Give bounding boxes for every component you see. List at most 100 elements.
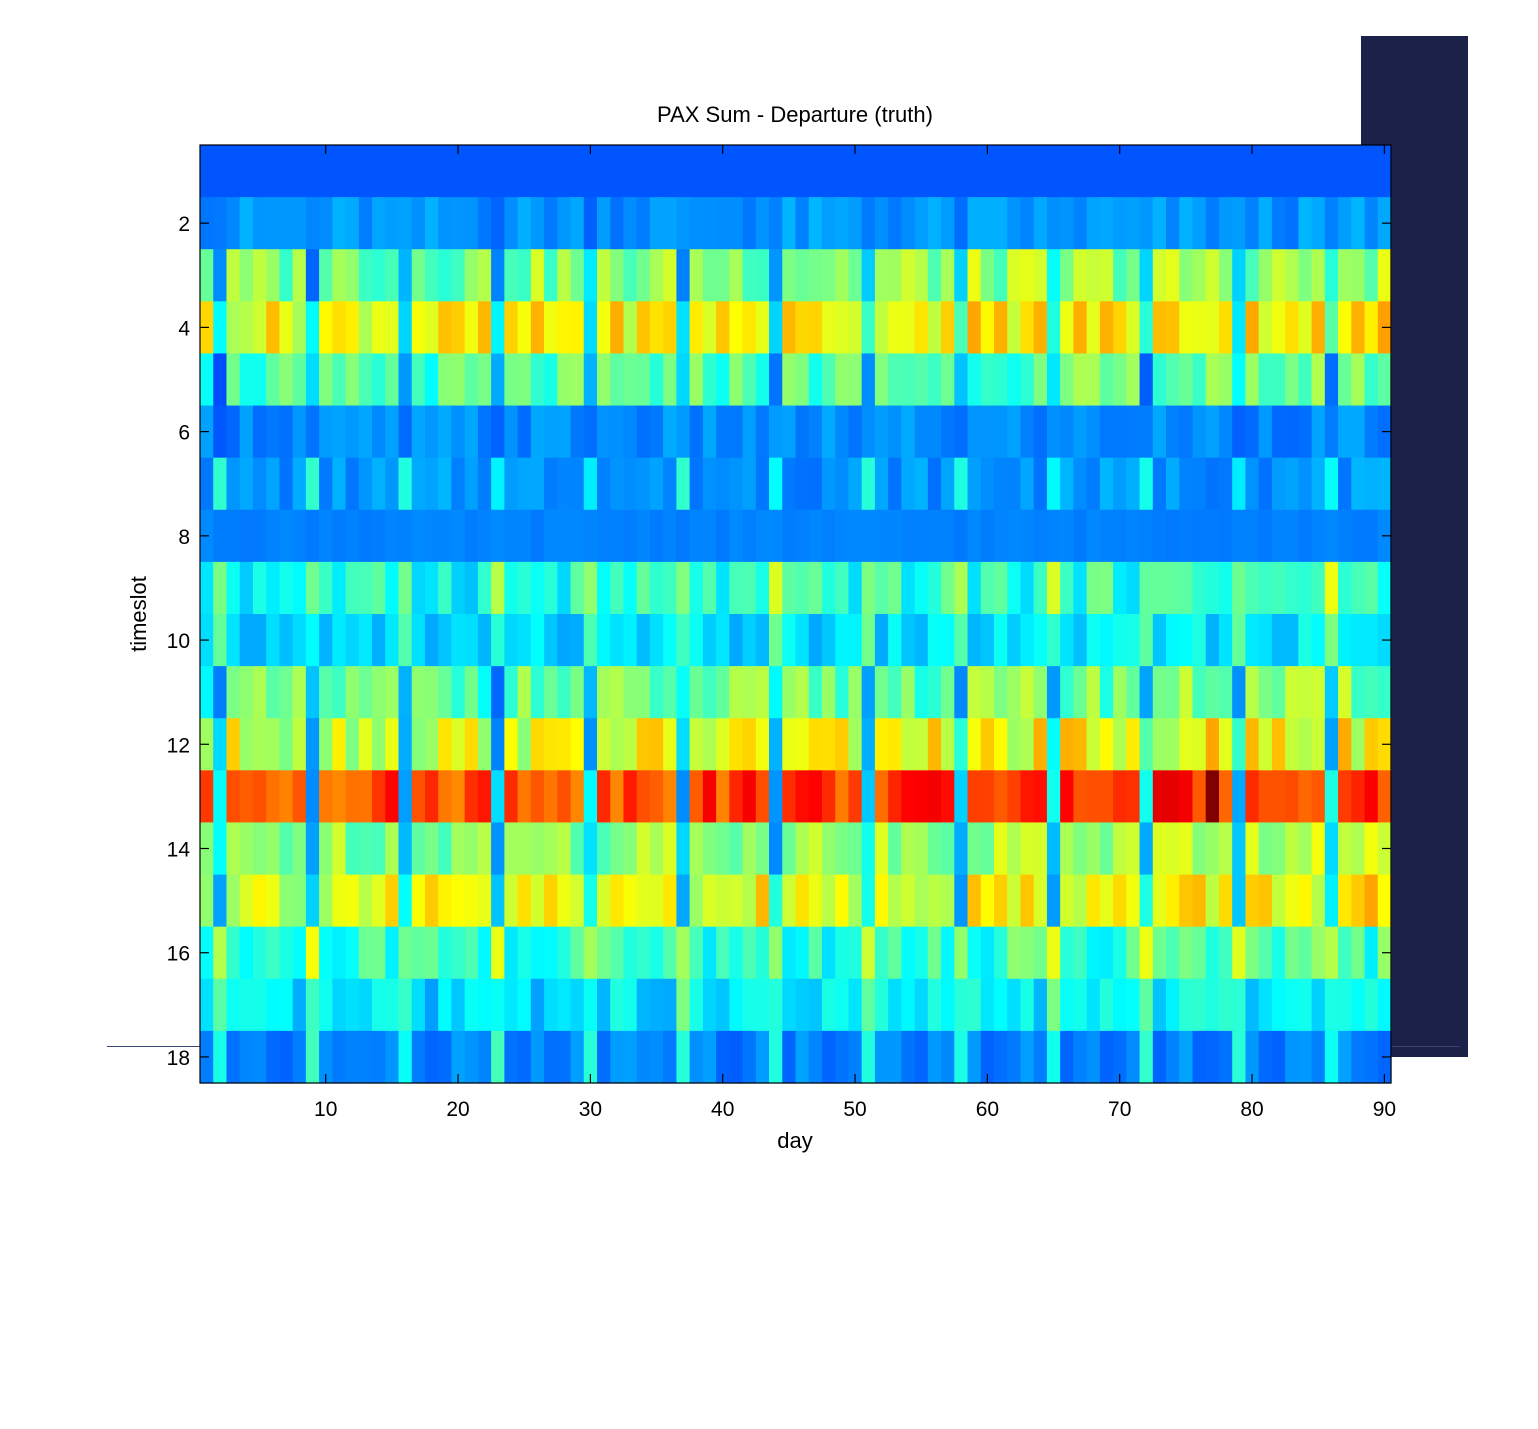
heatmap-cell bbox=[1113, 874, 1127, 928]
heatmap-cell bbox=[1007, 457, 1022, 511]
heatmap-cell bbox=[941, 666, 955, 719]
heatmap-cell bbox=[1245, 718, 1260, 771]
heatmap-cell bbox=[769, 145, 783, 198]
heatmap-cell bbox=[848, 874, 863, 928]
heatmap-cell bbox=[1099, 874, 1114, 928]
heatmap-cell bbox=[914, 353, 929, 407]
heatmap-cell bbox=[1338, 353, 1352, 407]
heatmap-cell bbox=[1364, 405, 1379, 459]
heatmap-cell bbox=[1033, 509, 1048, 563]
heatmap-cell bbox=[1205, 1030, 1220, 1084]
heatmap-cell bbox=[411, 509, 426, 563]
heatmap-cell bbox=[623, 614, 638, 667]
heatmap-cell bbox=[888, 718, 902, 771]
heatmap-cell bbox=[636, 301, 651, 355]
heatmap-cell bbox=[292, 353, 307, 407]
heatmap-cell bbox=[1152, 614, 1167, 667]
heatmap-cell bbox=[901, 509, 916, 563]
heatmap-cell bbox=[544, 457, 558, 511]
heatmap-cell bbox=[398, 718, 413, 771]
heatmap-cell bbox=[1324, 457, 1339, 511]
heatmap-cell bbox=[848, 197, 863, 250]
heatmap-cell bbox=[557, 614, 572, 667]
heatmap-cell bbox=[967, 249, 982, 302]
heatmap-cell bbox=[1271, 718, 1286, 771]
heatmap-cell bbox=[504, 874, 519, 928]
heatmap-cell bbox=[1046, 718, 1061, 771]
heatmap-cell bbox=[1126, 822, 1141, 876]
heatmap-cell bbox=[557, 770, 572, 824]
heatmap-cell bbox=[438, 457, 453, 511]
heatmap-cell bbox=[1285, 457, 1299, 511]
heatmap-cell bbox=[663, 978, 677, 1032]
heatmap-cell bbox=[1324, 353, 1339, 407]
heatmap-cell bbox=[570, 301, 585, 355]
heatmap-cell bbox=[1033, 405, 1048, 459]
heatmap-cell bbox=[1033, 145, 1048, 198]
heatmap-cell bbox=[782, 614, 797, 667]
heatmap-cell bbox=[1007, 249, 1022, 302]
heatmap-cell bbox=[1245, 1030, 1260, 1084]
heatmap-cell bbox=[835, 770, 850, 824]
heatmap-cell bbox=[491, 1030, 505, 1084]
heatmap-cell bbox=[769, 978, 783, 1032]
heatmap-cell bbox=[1364, 509, 1379, 563]
heatmap-cell bbox=[649, 561, 664, 615]
heatmap-cell bbox=[1099, 978, 1114, 1032]
heatmap-cell bbox=[729, 197, 744, 250]
heatmap-cell bbox=[517, 614, 532, 667]
heatmap-cell bbox=[305, 614, 320, 667]
heatmap-cell bbox=[213, 457, 228, 511]
y-tick-label: 10 bbox=[167, 630, 190, 653]
heatmap-cell bbox=[1060, 822, 1074, 876]
heatmap-cell bbox=[795, 614, 810, 667]
heatmap-cell bbox=[464, 353, 479, 407]
heatmap-cell bbox=[570, 197, 585, 250]
heatmap-cell bbox=[1232, 978, 1247, 1032]
heatmap-cell bbox=[808, 926, 823, 980]
heatmap-cell bbox=[385, 405, 400, 459]
heatmap-cell bbox=[451, 249, 466, 302]
heatmap-cell bbox=[1046, 1030, 1061, 1084]
heatmap-cell bbox=[676, 197, 691, 250]
heatmap-cell bbox=[292, 666, 307, 719]
heatmap-cell bbox=[663, 249, 677, 302]
heatmap-cell bbox=[266, 874, 280, 928]
heatmap-cell bbox=[914, 301, 929, 355]
heatmap-cell bbox=[769, 509, 783, 563]
heatmap-cell bbox=[610, 614, 625, 667]
heatmap-cell bbox=[914, 249, 929, 302]
heatmap-cell bbox=[1311, 509, 1326, 563]
heatmap-cell bbox=[1232, 509, 1247, 563]
heatmap-cell bbox=[597, 353, 611, 407]
heatmap-cell bbox=[372, 457, 386, 511]
heatmap-cell bbox=[861, 1030, 876, 1084]
heatmap-cell bbox=[411, 405, 426, 459]
heatmap-cell bbox=[358, 145, 373, 198]
heatmap-cell bbox=[1020, 509, 1035, 563]
heatmap-cell bbox=[1218, 874, 1233, 928]
heatmap-cell bbox=[385, 457, 400, 511]
heatmap-cell bbox=[795, 926, 810, 980]
heatmap-cell bbox=[1298, 405, 1313, 459]
heatmap-cell bbox=[914, 145, 929, 198]
heatmap-cell bbox=[385, 666, 400, 719]
heatmap-cell bbox=[1033, 978, 1048, 1032]
heatmap-cell bbox=[649, 666, 664, 719]
heatmap-cell bbox=[1060, 926, 1074, 980]
heatmap-cell bbox=[795, 770, 810, 824]
heatmap-cell bbox=[305, 249, 320, 302]
heatmap-cell bbox=[636, 770, 651, 824]
heatmap-cell bbox=[583, 405, 598, 459]
heatmap-cell bbox=[742, 145, 757, 198]
heatmap-cell bbox=[782, 145, 797, 198]
heatmap-cell bbox=[861, 249, 876, 302]
heatmap-cell bbox=[1338, 405, 1352, 459]
heatmap-cell bbox=[1166, 874, 1180, 928]
heatmap-cell bbox=[530, 978, 545, 1032]
heatmap-cell bbox=[279, 301, 294, 355]
heatmap-cell bbox=[1218, 822, 1233, 876]
heatmap-cell bbox=[517, 197, 532, 250]
heatmap-cell bbox=[848, 457, 863, 511]
heatmap-cell bbox=[1179, 926, 1194, 980]
